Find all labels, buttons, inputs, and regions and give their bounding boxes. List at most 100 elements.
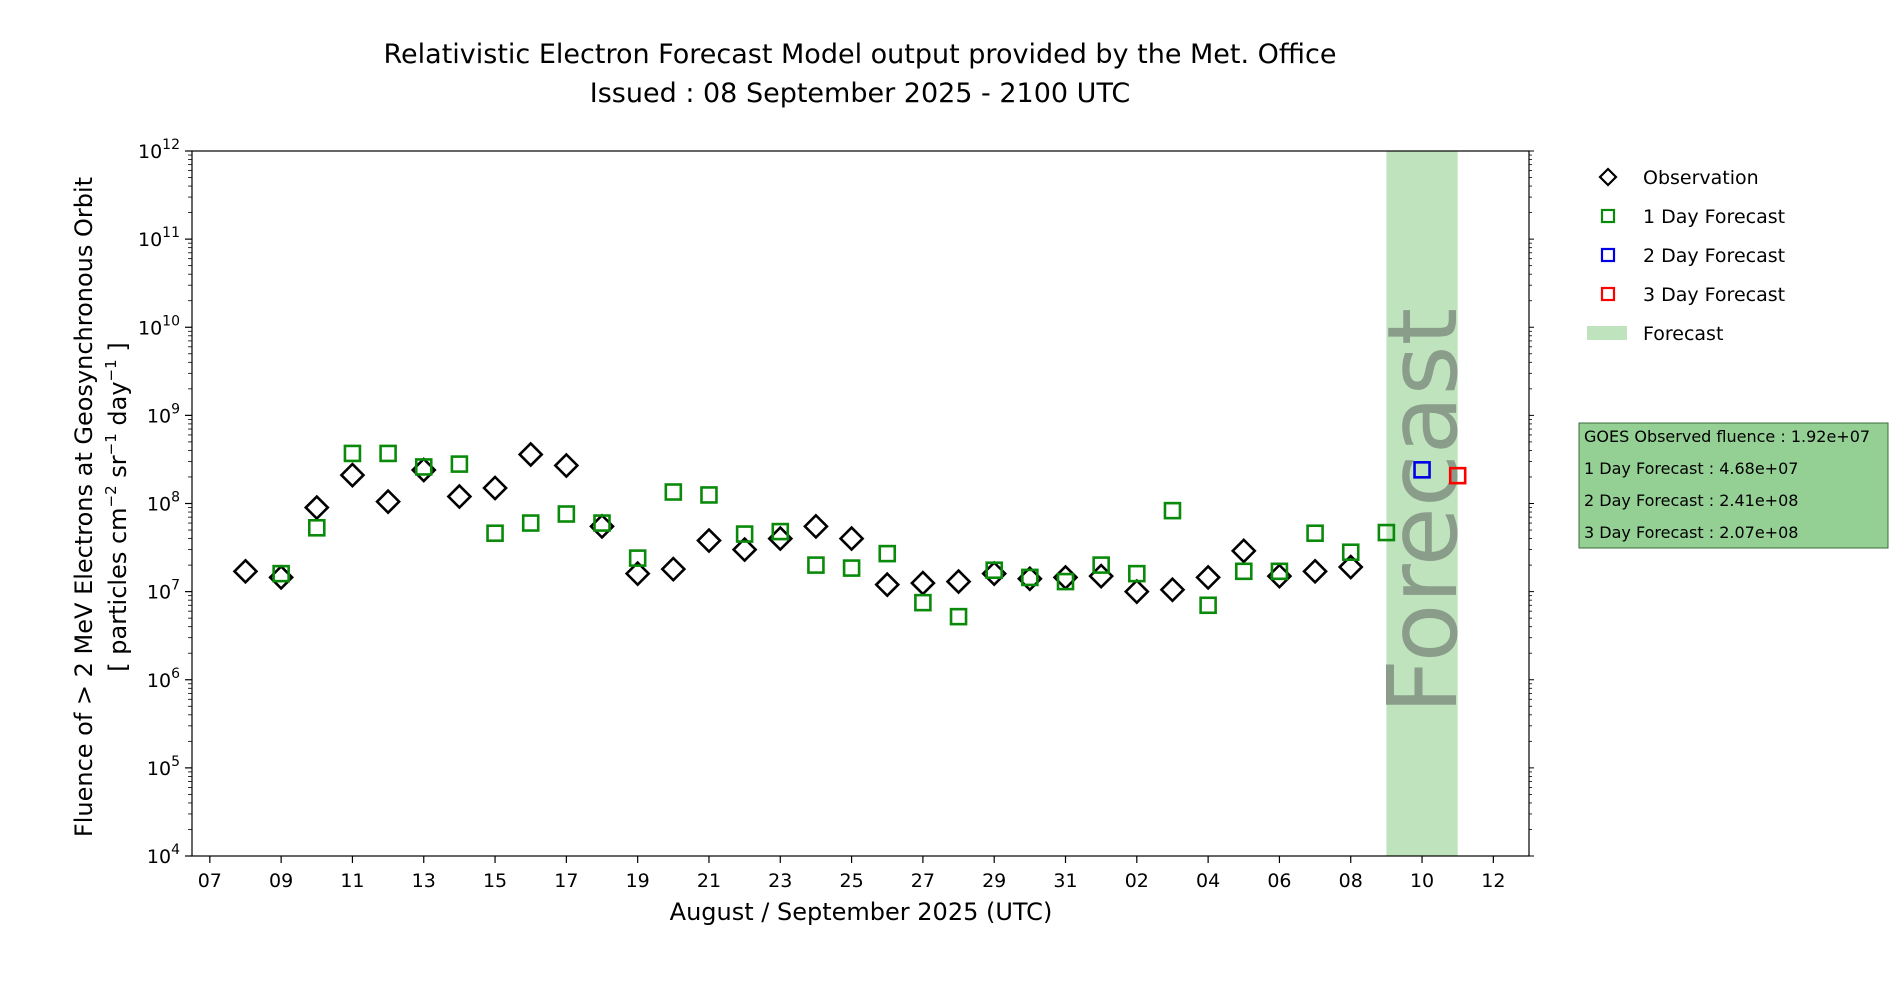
1-day-forecast-point bbox=[1021, 568, 1039, 587]
x-tick-label: 21 bbox=[697, 870, 721, 892]
1-day-forecast-point bbox=[1377, 523, 1396, 542]
x-tick-label: 07 bbox=[198, 870, 222, 892]
info-2day-forecast: 2 Day Forecast : 2.41e+08 bbox=[1584, 491, 1798, 510]
y-tick-label: 107 bbox=[147, 578, 180, 604]
x-tick-label: 09 bbox=[269, 870, 293, 892]
1-day-forecast-point bbox=[1128, 564, 1146, 583]
legend-1-day-forecast-marker bbox=[1600, 208, 1616, 224]
x-tick-label: 17 bbox=[554, 870, 578, 892]
legend-forecast-label: Forecast bbox=[1643, 323, 1723, 345]
legend-2-day-forecast-label: 2 Day Forecast bbox=[1643, 245, 1785, 267]
1-day-forecast-point bbox=[593, 514, 611, 532]
observation-point bbox=[696, 527, 722, 554]
forecast-band bbox=[1386, 151, 1458, 856]
x-tick-label: 31 bbox=[1053, 870, 1077, 892]
x-tick-label: 04 bbox=[1196, 870, 1220, 892]
1-day-forecast-point bbox=[700, 486, 718, 504]
1-day-forecast-point bbox=[307, 518, 326, 537]
1-day-forecast-point bbox=[735, 525, 754, 543]
y-tick-label: 106 bbox=[147, 666, 180, 692]
x-tick-label: 10 bbox=[1410, 870, 1434, 892]
info-3day-forecast: 3 Day Forecast : 2.07e+08 bbox=[1584, 523, 1798, 542]
y-tick-label: 104 bbox=[147, 842, 180, 868]
1-day-forecast-point bbox=[878, 544, 897, 563]
1-day-forecast-point bbox=[1199, 596, 1217, 615]
1-day-forecast-point bbox=[450, 455, 469, 473]
1-day-forecast-point bbox=[521, 514, 540, 532]
y-axis-label-line2: [ particles cm−2 sr−1 day−1 ] bbox=[102, 342, 132, 671]
observation-point bbox=[1123, 578, 1150, 605]
x-tick-label: 27 bbox=[911, 870, 935, 892]
y-tick-label: 1011 bbox=[138, 225, 180, 251]
observation-point bbox=[945, 568, 972, 595]
1-day-forecast-point bbox=[842, 559, 861, 577]
observation-point bbox=[339, 462, 366, 488]
observation-point bbox=[446, 483, 473, 510]
info-box-background bbox=[1578, 422, 1889, 549]
1-day-forecast-point bbox=[985, 561, 1004, 580]
observation-point bbox=[874, 571, 901, 598]
axis-ticks-layer: 07 09 11 13 15 17 19 21 23 25 27 29 31 02 04 06 08 10 1210… bbox=[138, 137, 1534, 892]
1-day-forecast-point bbox=[664, 483, 683, 501]
observation-point bbox=[838, 525, 865, 552]
1-day-forecast-point bbox=[557, 505, 576, 523]
chart-subtitle: Issued : 08 September 2025 - 2100 UTC bbox=[590, 78, 1130, 109]
legend-3-day-forecast-label: 3 Day Forecast bbox=[1643, 284, 1785, 306]
legend-observation-label: Observation bbox=[1643, 167, 1759, 189]
y-tick-label: 109 bbox=[147, 401, 180, 427]
x-tick-label: 08 bbox=[1339, 870, 1363, 892]
1-day-forecast-point bbox=[379, 444, 397, 463]
1-day-forecast-point bbox=[807, 556, 825, 574]
observation-point bbox=[624, 560, 651, 587]
legend-3-day-forecast-marker bbox=[1600, 286, 1616, 302]
y-axis-label-line1: Fluence of > 2 MeV Electrons at Geosynch… bbox=[70, 177, 98, 837]
plot-frame bbox=[191, 150, 1530, 857]
1-day-forecast-point bbox=[628, 549, 647, 567]
observation-point bbox=[1159, 576, 1186, 603]
x-tick-label: 12 bbox=[1481, 870, 1505, 892]
observation-point bbox=[660, 556, 687, 582]
x-tick-label: 29 bbox=[982, 870, 1006, 892]
observation-point bbox=[803, 513, 829, 540]
legend-forecast-marker bbox=[1587, 326, 1627, 340]
y-tick-label: 105 bbox=[147, 754, 180, 780]
x-tick-label: 15 bbox=[483, 870, 507, 892]
observation-point bbox=[731, 536, 758, 563]
1-day-forecast-point bbox=[914, 593, 932, 612]
1-day-forecast-point bbox=[1234, 562, 1253, 581]
legend-2-day-forecast-marker bbox=[1600, 247, 1616, 263]
x-tick-label: 13 bbox=[412, 870, 436, 892]
y-tick-label: 108 bbox=[147, 490, 180, 516]
observation-point bbox=[553, 452, 580, 479]
data-points-layer bbox=[232, 441, 1467, 626]
x-tick-label: 23 bbox=[768, 870, 792, 892]
info-1day-forecast: 1 Day Forecast : 4.68e+07 bbox=[1584, 459, 1798, 478]
observation-point bbox=[517, 441, 544, 468]
1-day-forecast-point bbox=[1270, 562, 1289, 581]
info-observed-fluence: GOES Observed fluence : 1.92e+07 bbox=[1584, 427, 1870, 446]
x-tick-label: 19 bbox=[626, 870, 650, 892]
1-day-forecast-point bbox=[343, 444, 362, 463]
1-day-forecast-point bbox=[272, 564, 290, 583]
legend: Observation 1 Day Forecast 2 Day Forecast 3… bbox=[1587, 167, 1785, 345]
1-day-forecast-point bbox=[1163, 501, 1182, 520]
y-tick-label: 1012 bbox=[138, 137, 180, 163]
x-axis-label: August / September 2025 (UTC) bbox=[670, 898, 1053, 926]
x-tick-label: 25 bbox=[839, 870, 863, 892]
legend-observation-marker bbox=[1598, 167, 1618, 187]
1-day-forecast-point bbox=[1092, 556, 1110, 574]
x-tick-label: 06 bbox=[1267, 870, 1291, 892]
1-day-forecast-point bbox=[1341, 543, 1360, 562]
x-tick-label: 11 bbox=[340, 870, 364, 892]
1-day-forecast-point bbox=[414, 458, 433, 476]
chart-title: Relativistic Electron Forecast Model out… bbox=[384, 39, 1337, 70]
y-tick-label: 1010 bbox=[138, 313, 180, 339]
observation-point bbox=[1302, 558, 1328, 585]
legend-1-day-forecast-label: 1 Day Forecast bbox=[1643, 206, 1785, 228]
observation-point bbox=[375, 488, 401, 515]
1-day-forecast-point bbox=[486, 524, 504, 543]
observation-point bbox=[232, 558, 259, 585]
x-tick-label: 02 bbox=[1125, 870, 1149, 892]
observation-point bbox=[1195, 564, 1221, 591]
